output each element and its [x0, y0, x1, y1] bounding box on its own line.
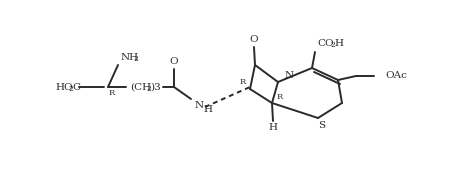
- Text: H: H: [203, 104, 212, 114]
- Text: R: R: [240, 78, 246, 86]
- Text: C: C: [72, 82, 80, 92]
- Text: S: S: [319, 121, 326, 131]
- Text: 2: 2: [133, 55, 138, 63]
- Text: R: R: [109, 89, 115, 97]
- Text: )3: )3: [150, 82, 161, 92]
- Text: 2: 2: [146, 85, 151, 93]
- Text: H: H: [268, 124, 277, 132]
- Text: R: R: [277, 93, 283, 101]
- Text: O: O: [170, 58, 178, 66]
- Text: (CH: (CH: [130, 82, 151, 92]
- Text: NH: NH: [121, 52, 139, 61]
- Text: OAc: OAc: [385, 72, 407, 80]
- Text: N: N: [285, 72, 294, 80]
- Text: HO: HO: [55, 82, 73, 92]
- Text: 2: 2: [330, 41, 335, 49]
- Text: N: N: [195, 100, 204, 110]
- Text: H: H: [334, 38, 343, 47]
- Text: 2: 2: [68, 85, 73, 93]
- Text: CO: CO: [317, 38, 334, 47]
- Text: O: O: [250, 36, 258, 44]
